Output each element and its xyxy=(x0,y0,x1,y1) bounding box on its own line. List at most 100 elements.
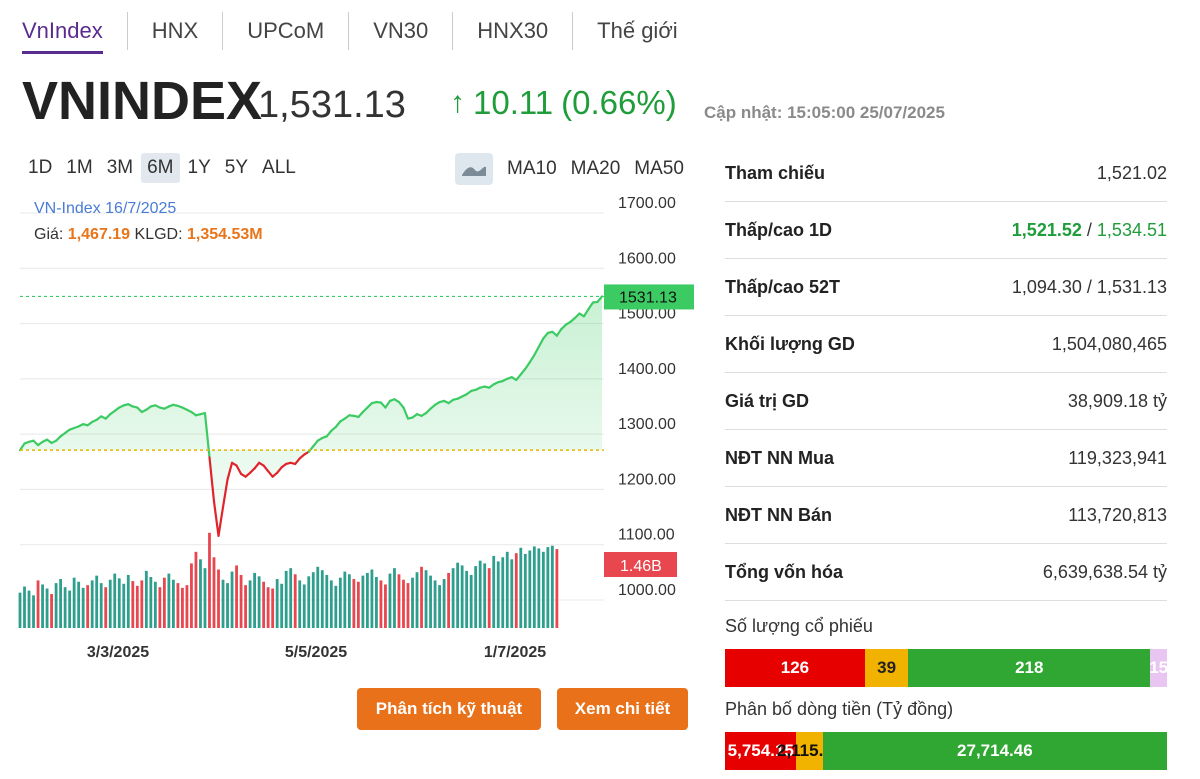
stat-row-ndt-nn-mua: NĐT NN Mua 119,323,941 xyxy=(725,430,1167,487)
index-price: 1,531.13 xyxy=(258,84,406,126)
volume-bar xyxy=(384,584,387,628)
tab-the-gioi[interactable]: Thế giới xyxy=(597,18,678,43)
period-all[interactable]: ALL xyxy=(262,157,296,178)
volume-bar xyxy=(149,577,153,628)
volume-bar xyxy=(487,568,491,628)
ma10-toggle[interactable]: MA10 xyxy=(507,158,557,179)
volume-bar xyxy=(194,551,198,628)
volume-bar xyxy=(153,581,157,628)
price-line-segment xyxy=(312,439,319,448)
price-line-segment xyxy=(262,464,270,473)
volume-bar xyxy=(325,574,329,628)
price-line-segment xyxy=(357,410,364,419)
volume-bar xyxy=(523,553,527,628)
stat-value: 1,504,080,465 xyxy=(1051,333,1167,354)
market-tabs: VnIndex HNX UPCoM VN30 HNX30 Thế giới xyxy=(0,8,702,54)
volume-bar xyxy=(483,563,487,628)
volume-bar xyxy=(217,569,220,628)
volume-bar xyxy=(235,565,238,628)
volume-bar xyxy=(402,579,405,628)
volume-bar xyxy=(140,580,144,628)
price-line-segment xyxy=(212,500,220,537)
volume-bar xyxy=(501,557,505,628)
volume-bar xyxy=(275,579,279,628)
money-flow-segment: 2,115.55 xyxy=(777,732,842,770)
tab-vn30[interactable]: VN30 xyxy=(373,18,429,43)
stat-label: Thấp/cao 1D xyxy=(725,219,833,240)
volume-bar xyxy=(442,579,446,628)
tab-vnindex[interactable]: VnIndex xyxy=(0,8,127,54)
ma50-toggle[interactable]: MA50 xyxy=(634,158,684,179)
volume-bar xyxy=(375,577,378,628)
volume-bar xyxy=(302,584,306,628)
tooltip-values: Giá: 1,467.19 KLGD: 1,354.53M xyxy=(34,226,263,244)
price-line-segment xyxy=(253,461,261,470)
x-tick-label: 1/7/2025 xyxy=(484,644,546,661)
volume-bar xyxy=(334,585,338,628)
volume-bar xyxy=(510,559,514,628)
stat-row-ndt-nn-ban: NĐT NN Bán 113,720,813 xyxy=(725,487,1167,544)
period-1d[interactable]: 1D xyxy=(28,157,53,178)
view-details-button[interactable]: Xem chi tiết xyxy=(557,688,688,730)
volume-bar xyxy=(257,576,261,628)
volume-bar xyxy=(54,583,58,628)
ma20-toggle[interactable]: MA20 xyxy=(570,158,621,179)
volume-bar xyxy=(293,574,297,628)
x-tick-label: 5/5/2025 xyxy=(285,644,347,661)
stat-row-gia-tri: Giá trị GD 38,909.18 tỷ xyxy=(725,373,1167,430)
tab-hnx30[interactable]: HNX30 xyxy=(477,18,549,43)
period-5y[interactable]: 5Y xyxy=(224,157,249,178)
y-tick-label: 1300.00 xyxy=(618,416,676,433)
price-line-segment xyxy=(533,345,540,357)
volume-bar xyxy=(158,587,162,628)
tab-divider xyxy=(572,12,574,50)
area-chart-toggle[interactable] xyxy=(455,153,493,185)
volume-label: 1.46B xyxy=(620,558,662,575)
volume-bar xyxy=(338,577,342,628)
period-1y[interactable]: 1Y xyxy=(187,157,211,178)
volume-bar xyxy=(99,583,103,628)
stock-count-bar: 126 39 218 15 xyxy=(725,649,1168,687)
period-1m[interactable]: 1M xyxy=(66,157,93,178)
stat-label: Thấp/cao 52T xyxy=(725,276,841,297)
y-tick-label: 1200.00 xyxy=(618,471,676,488)
price-line-segment xyxy=(226,461,234,481)
price-line-segment xyxy=(294,457,301,466)
money-flow-label: Phân bố dòng tiền (Tỷ đồng) xyxy=(725,699,954,719)
price-line-segment xyxy=(519,367,527,376)
volume-bar xyxy=(122,583,126,628)
volume-bar xyxy=(18,592,22,628)
volume-bar xyxy=(253,572,257,628)
volume-bar xyxy=(460,565,464,628)
y-tick-label: 1500.00 xyxy=(618,306,676,323)
stats-table: Tham chiếu 1,521.02 Thấp/cao 1D 1,521.52… xyxy=(725,145,1167,601)
volume-bar xyxy=(248,580,252,628)
x-tick-label: 3/3/2025 xyxy=(87,644,149,661)
technical-analysis-button[interactable]: Phân tích kỹ thuật xyxy=(357,688,541,730)
indicator-toolbar: MA10 MA20 MA50 xyxy=(455,153,684,185)
volume-bar xyxy=(203,568,207,628)
volume-bar xyxy=(307,576,311,628)
y-tick-label: 1100.00 xyxy=(618,527,675,544)
area-chart-icon xyxy=(462,166,486,176)
stat-row-tong-von-hoa: Tổng vốn hóa 6,639,638.54 tỷ xyxy=(725,544,1167,601)
period-3m[interactable]: 3M xyxy=(106,157,134,178)
price-chart[interactable]: 1700.00 1600.00 1500.00 1400.00 1300.00 1200.… xyxy=(0,190,700,670)
volume-bar xyxy=(433,580,437,628)
volume-bar xyxy=(63,587,67,628)
tab-upcom[interactable]: UPCoM xyxy=(247,18,325,43)
stat-row-thap-cao-52t: Thấp/cao 52T 1,094.30 / 1,531.13 xyxy=(725,259,1167,316)
price-line-segment xyxy=(217,505,225,537)
stock-count-segment: 126 xyxy=(725,649,865,687)
period-6m[interactable]: 6M xyxy=(141,153,180,183)
stat-value: 1,521.52 / 1,534.51 xyxy=(1012,220,1167,241)
arrow-up-icon: ↑ xyxy=(450,86,465,119)
stat-label: Tham chiếu xyxy=(725,162,826,183)
volume-bar xyxy=(239,574,243,628)
tab-hnx[interactable]: HNX xyxy=(151,18,199,43)
stat-row-khoi-luong: Khối lượng GD 1,504,080,465 xyxy=(725,316,1167,373)
price-line-segment xyxy=(397,400,405,409)
volume-bar xyxy=(162,577,166,628)
price-line-segment xyxy=(325,429,333,438)
volume-bar xyxy=(271,588,275,628)
